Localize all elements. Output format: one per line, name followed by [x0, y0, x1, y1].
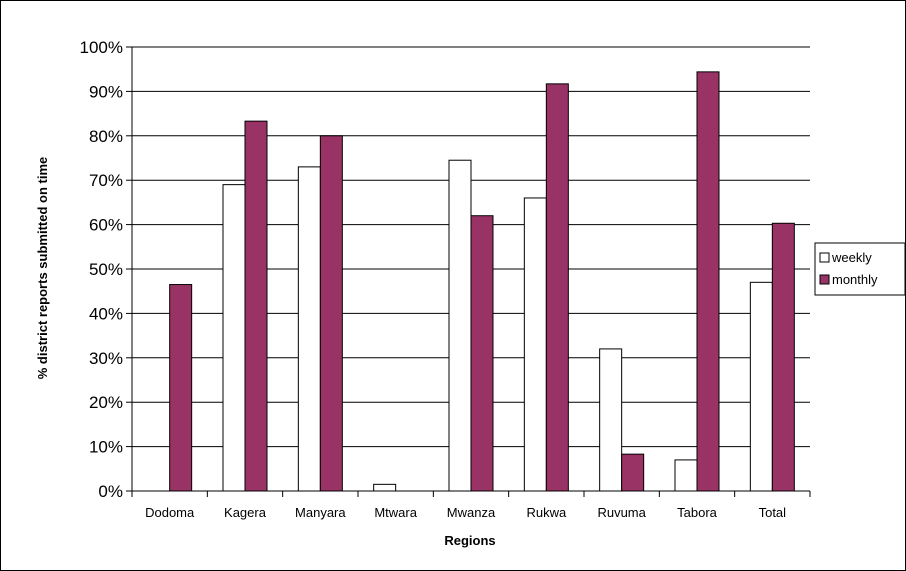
legend-label-monthly: monthly	[832, 272, 878, 287]
legend-box	[814, 242, 906, 296]
legend-swatch-monthly	[819, 274, 830, 285]
x-tick-label: Tabora	[677, 505, 718, 520]
x-tick-label: Total	[759, 505, 787, 520]
y-tick-label: 60%	[89, 216, 123, 235]
plot-area: 0% 10% 20% 30% 40% 50% 60% 70% 80% 90% 100% Dodoma K…	[80, 38, 811, 520]
x-tick-label: Dodoma	[145, 505, 195, 520]
bar-weekly-rukwa	[523, 197, 547, 492]
y-tick-label: 50%	[89, 260, 123, 279]
x-axis-label: Regions	[444, 533, 495, 548]
bar-monthly-rukwa	[545, 83, 569, 492]
bar-monthly-kagera	[244, 120, 268, 492]
bar-monthly-total	[771, 222, 795, 492]
bar-weekly-total	[749, 281, 773, 492]
y-tick-label: 80%	[89, 127, 123, 146]
x-tick-label: Manyara	[295, 505, 346, 520]
y-tick-label: 40%	[89, 304, 123, 323]
bar-weekly-manyara	[297, 166, 321, 492]
y-tick-label: 0%	[98, 482, 123, 501]
y-tick-label: 100%	[80, 38, 123, 57]
bar-weekly-mwanza	[448, 159, 472, 492]
bar-monthly-manyara	[319, 135, 343, 492]
x-tick-label: Kagera	[224, 505, 267, 520]
y-tick-label: 70%	[89, 171, 123, 190]
y-tick-label: 20%	[89, 393, 123, 412]
bar-monthly-ruvuma	[621, 453, 645, 492]
legend-label-weekly: weekly	[831, 250, 872, 265]
x-tick-label: Mwanza	[447, 505, 496, 520]
bar-weekly-kagera	[222, 184, 246, 492]
bar-monthly-dodoma	[169, 284, 193, 492]
y-tick-label: 10%	[89, 438, 123, 457]
bar-monthly-mwanza	[470, 215, 494, 492]
bar-weekly-ruvuma	[599, 348, 623, 492]
x-tick-label: Rukwa	[526, 505, 567, 520]
x-tick-label: Ruvuma	[597, 505, 646, 520]
x-tick-label: Mtwara	[374, 505, 417, 520]
bar-weekly-mtwara	[373, 483, 397, 492]
y-tick-label: 30%	[89, 349, 123, 368]
legend: weekly monthly	[814, 242, 906, 296]
bar-monthly-tabora	[696, 71, 720, 492]
y-tick-label: 90%	[89, 82, 123, 101]
y-axis-label: % district reports submitted on time	[35, 157, 50, 379]
bar-weekly-tabora	[674, 459, 698, 492]
legend-swatch-weekly	[819, 252, 830, 263]
